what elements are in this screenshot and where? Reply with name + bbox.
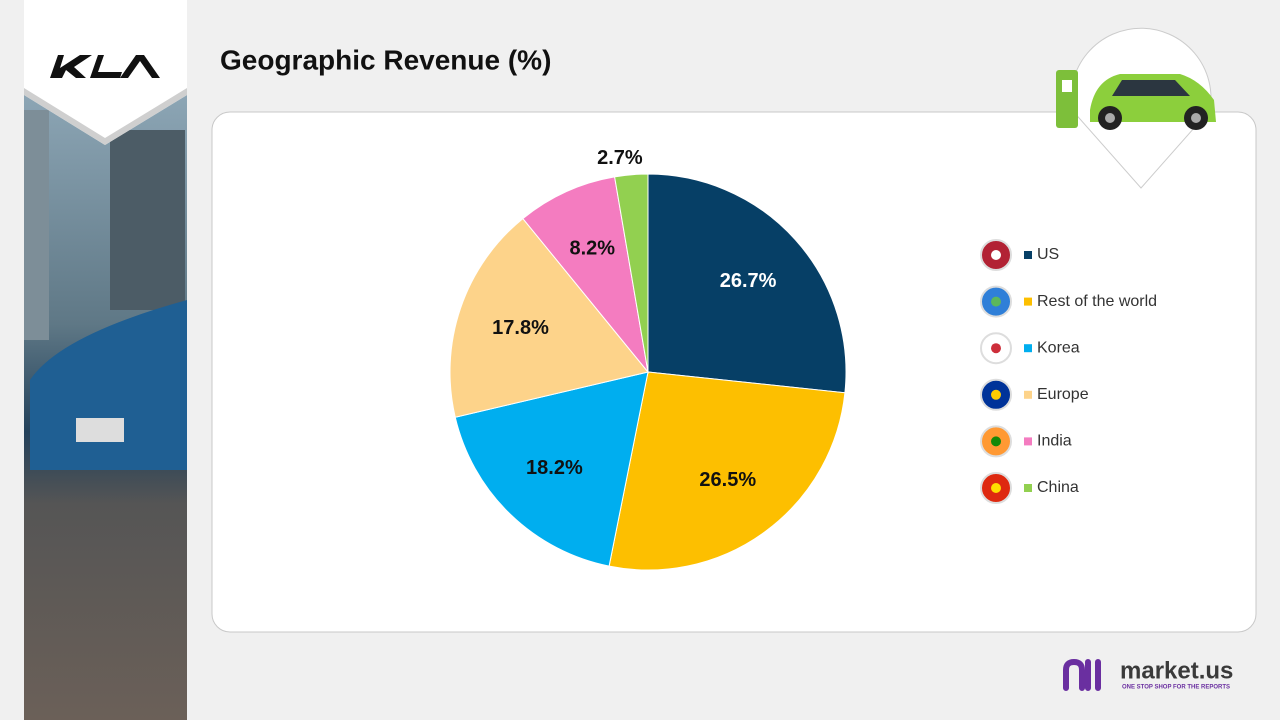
kia-logo: [50, 55, 160, 78]
flag-icon-detail: [991, 296, 1001, 307]
legend-label: Rest of the world: [1037, 293, 1157, 310]
legend-swatch: [1024, 251, 1032, 259]
legend-label: US: [1037, 246, 1059, 263]
flag-icon-detail: [991, 250, 1001, 260]
legend-swatch: [1024, 297, 1032, 306]
brand-logo: [1063, 658, 1101, 691]
pie-slice: [449, 217, 649, 418]
pie-slice: [608, 371, 846, 571]
legend-swatch: [1024, 437, 1032, 446]
legend: US Rest of the world Korea Europe India China: [980, 239, 1157, 504]
legend-swatch: [1024, 344, 1032, 353]
pie: 26.7% 26.5% 18.2% 17.8% 8.2% 2.7%: [449, 147, 847, 571]
data-label: 8.2%: [569, 238, 615, 260]
pie-slice: [522, 176, 649, 374]
data-label: 26.7%: [720, 270, 777, 292]
pie-slice: [614, 173, 649, 373]
data-label: 17.8%: [492, 317, 549, 339]
pie-slice: [454, 371, 649, 567]
building: [110, 130, 185, 310]
flag-icon-detail: [991, 343, 1001, 354]
legend-swatch: [1024, 390, 1032, 399]
legend-swatch: [1024, 484, 1032, 492]
title: Geographic Revenue (%): [220, 44, 551, 75]
brand-name: market.us: [1120, 657, 1233, 684]
building: [24, 110, 49, 340]
legend-label: China: [1037, 479, 1079, 496]
flag-icon-detail: [991, 436, 1001, 447]
plate: [76, 418, 124, 442]
data-label: 26.5%: [699, 469, 756, 491]
flag-icon-detail: [991, 389, 1001, 400]
pie-slice: [647, 173, 847, 394]
flag-icon-detail: [991, 483, 1001, 493]
car-photo: [30, 300, 187, 470]
data-label: 18.2%: [526, 457, 583, 479]
legend-label: India: [1037, 433, 1072, 450]
data-label: 2.7%: [597, 147, 643, 169]
legend-label: Korea: [1037, 339, 1080, 356]
brand-tagline: ONE STOP SHOP FOR THE REPORTS: [1122, 685, 1230, 691]
ev-badge: [1056, 27, 1216, 189]
legend-label: Europe: [1037, 386, 1089, 403]
